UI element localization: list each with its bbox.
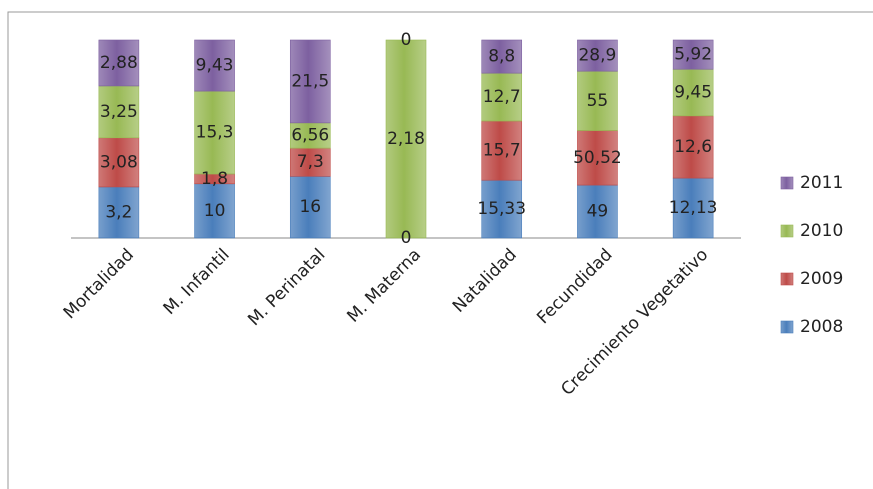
legend-label: 2008 xyxy=(800,317,843,337)
data-label: 3,2 xyxy=(105,202,132,222)
data-label: 16 xyxy=(299,197,321,217)
x-tick-label: M. Infantil xyxy=(160,245,234,319)
bar-segment xyxy=(481,120,523,181)
data-label: 28,9 xyxy=(578,46,616,66)
data-label: 7,3 xyxy=(297,152,324,172)
legend-label: 2009 xyxy=(800,269,843,289)
data-label: 0 xyxy=(401,228,412,248)
bar-segment xyxy=(672,177,714,239)
legend-swatch xyxy=(780,176,794,190)
data-label: 9,43 xyxy=(196,56,234,76)
data-label: 55 xyxy=(587,91,609,111)
data-label: 15,3 xyxy=(196,123,234,143)
data-label: 2,18 xyxy=(387,129,425,149)
bar-segment xyxy=(481,179,523,239)
data-label: 6,56 xyxy=(291,126,329,146)
legend-label: 2011 xyxy=(800,173,843,193)
data-label: 21,5 xyxy=(291,71,329,91)
bar-segment xyxy=(672,115,714,179)
bar-segment xyxy=(672,39,714,70)
data-label: 49 xyxy=(587,202,609,222)
bar-segment xyxy=(385,39,427,239)
legend-swatch xyxy=(780,320,794,334)
bar-segment xyxy=(289,39,331,124)
data-label: 2,88 xyxy=(100,53,138,73)
chart-frame xyxy=(7,11,873,489)
data-label: 8,8 xyxy=(488,47,515,67)
data-label: 5,92 xyxy=(674,45,712,65)
data-label: 15,7 xyxy=(483,141,521,161)
bar-segment xyxy=(289,176,331,239)
data-label: 9,45 xyxy=(674,83,712,103)
data-label: 12,13 xyxy=(669,198,718,218)
bar-segment xyxy=(98,137,140,188)
bar-segment xyxy=(194,39,235,92)
x-tick-label: M. Perinatal xyxy=(244,245,329,330)
bar-segment xyxy=(98,39,140,87)
bar-segment xyxy=(577,130,618,186)
bar-segment xyxy=(289,147,331,177)
bar-segment xyxy=(98,85,140,139)
legend-swatch xyxy=(780,272,794,286)
data-label: 10 xyxy=(204,201,226,221)
data-label: 3,25 xyxy=(100,102,138,122)
data-label: 0 xyxy=(401,30,412,50)
data-label: 50,52 xyxy=(573,148,622,168)
data-label: 12,6 xyxy=(674,137,712,157)
x-tick-label: Mortalidad xyxy=(60,245,138,323)
x-tick-label: M. Materna xyxy=(343,245,425,327)
bar-segment xyxy=(98,186,140,239)
bar-segment xyxy=(577,70,618,131)
data-label: 15,33 xyxy=(477,199,526,219)
data-label: 12,7 xyxy=(483,87,521,107)
legend-swatch xyxy=(780,224,794,238)
x-tick-label: Fecundidad xyxy=(533,245,616,328)
data-label: 3,08 xyxy=(100,152,138,172)
x-tick-label: Natalidad xyxy=(449,245,521,317)
legend-label: 2010 xyxy=(800,221,843,241)
bar-segment xyxy=(481,39,523,74)
bar-segment xyxy=(289,122,331,149)
bar-segment xyxy=(577,39,618,72)
data-label: 1,8 xyxy=(201,169,228,189)
